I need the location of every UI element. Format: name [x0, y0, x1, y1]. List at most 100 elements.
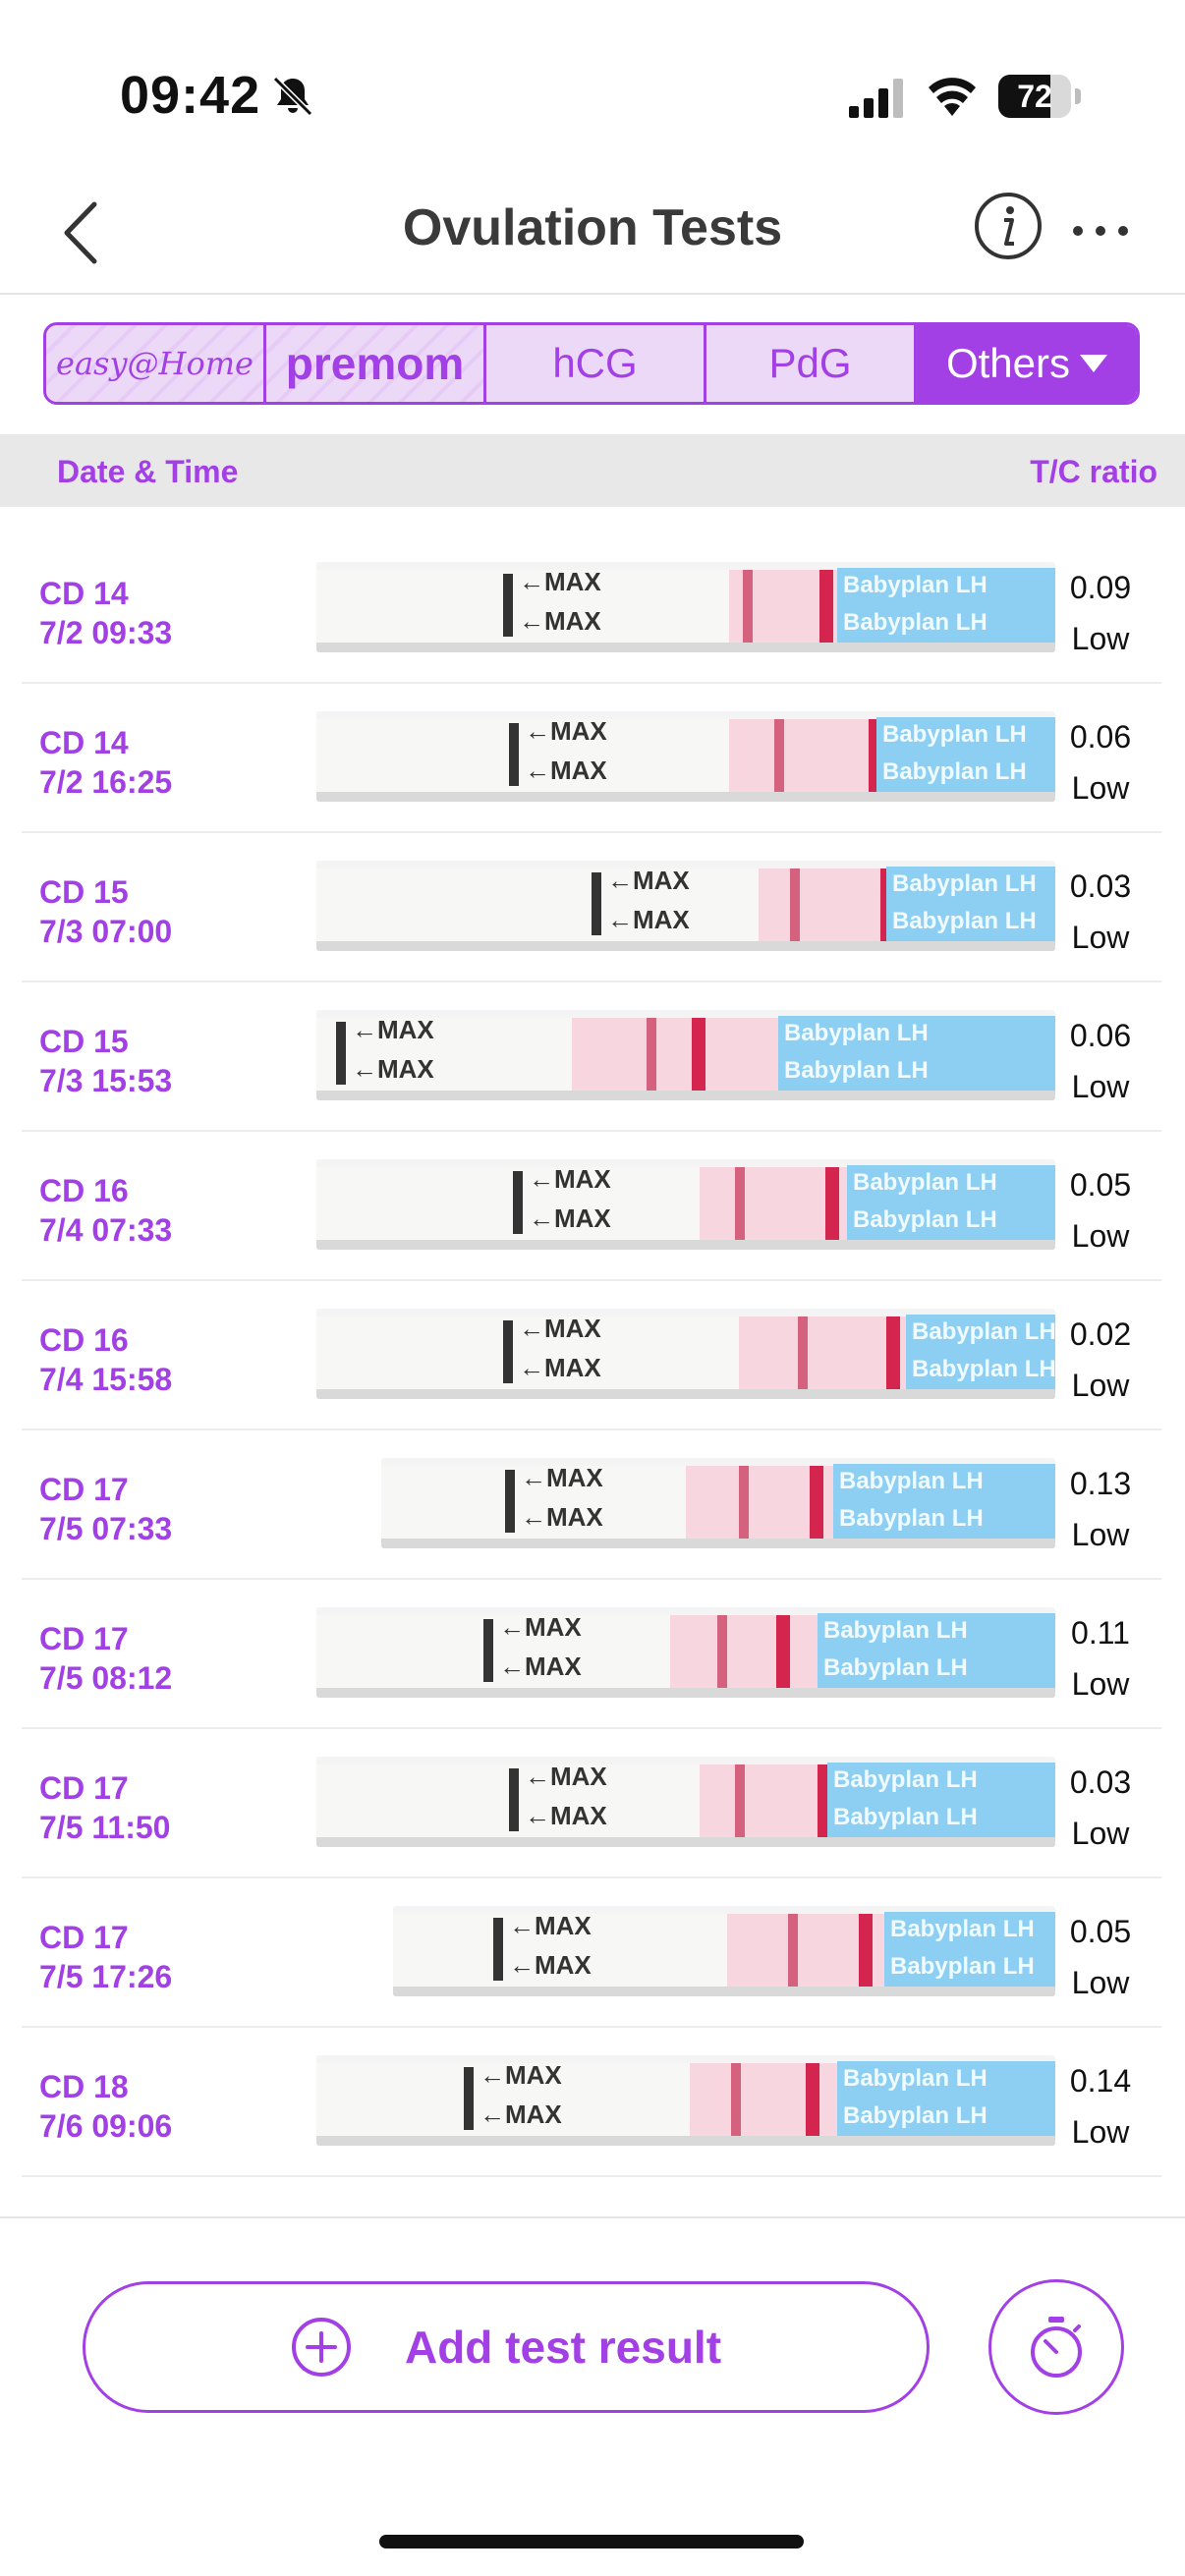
list-item[interactable]: CD 17 7/5 17:26 ←MAX ←MAX Babyplan LH Babypla…	[22, 1878, 1161, 2028]
add-test-result-label: Add test result	[404, 2322, 722, 2373]
strip-brand-label: Babyplan LH	[912, 1318, 1055, 1345]
list-item[interactable]: CD 16 7/4 07:33 ←MAX ←MAX Babyplan LH Babypla…	[22, 1132, 1161, 1281]
cycle-day-label: CD 15 7/3 07:00	[39, 872, 172, 951]
test-strip-image[interactable]: ←MAX ←MAX Babyplan LH Babyplan LH	[316, 1159, 1055, 1250]
test-datetime: 7/4 15:58	[39, 1362, 173, 1397]
strip-max-label: ←MAX	[529, 1204, 611, 1233]
strip-brand-label: Babyplan LH	[843, 609, 988, 636]
home-indicator	[379, 2535, 804, 2548]
test-strip-image[interactable]: ←MAX ←MAX Babyplan LH Babyplan LH	[381, 1458, 1055, 1548]
tc-ratio-level: Low	[1071, 770, 1130, 806]
test-list: CD 14 7/2 09:33 ←MAX ←MAX Babyplan LH Babypla…	[22, 534, 1161, 2177]
test-strip-image[interactable]: ←MAX ←MAX Babyplan LH Babyplan LH	[393, 1906, 1055, 1996]
cycle-day: CD 14	[39, 576, 129, 611]
cycle-day-label: CD 14 7/2 09:33	[39, 574, 172, 652]
tc-ratio-level: Low	[1071, 1368, 1130, 1403]
cycle-day: CD 17	[39, 1920, 129, 1955]
tc-ratio-value: 0.02	[1069, 1316, 1132, 1352]
list-item[interactable]: CD 15 7/3 07:00 ←MAX ←MAX Babyplan LH Babypla…	[22, 833, 1161, 982]
info-icon[interactable]	[973, 191, 1044, 261]
tab-easy-home[interactable]: easy@Home	[46, 325, 266, 402]
test-strip-image[interactable]: ←MAX ←MAX Babyplan LH Babyplan LH	[316, 562, 1055, 652]
tab-label: easy@Home	[56, 345, 254, 382]
list-item[interactable]: CD 17 7/5 11:50 ←MAX ←MAX Babyplan LH Babypla…	[22, 1729, 1161, 1878]
list-item[interactable]: CD 17 7/5 08:12 ←MAX ←MAX Babyplan LH Babypla…	[22, 1580, 1161, 1729]
list-item[interactable]: CD 16 7/4 15:58 ←MAX ←MAX Babyplan LH Babypla…	[22, 1281, 1161, 1430]
strip-max-label: ←MAX	[525, 756, 607, 785]
chevron-left-icon[interactable]	[55, 198, 110, 267]
list-item[interactable]: CD 14 7/2 16:25 ←MAX ←MAX Babyplan LH Babypla…	[22, 684, 1161, 833]
tc-ratio-value: 0.14	[1069, 2063, 1132, 2099]
strip-max-label: ←MAX	[519, 1353, 601, 1382]
strip-max-label: ←MAX	[525, 716, 607, 746]
brand-tabs: easy@Home premom hCG PdG Others	[43, 322, 1140, 405]
strip-brand-label: Babyplan LH	[839, 1505, 984, 1532]
tab-others[interactable]: Others	[917, 325, 1137, 402]
tc-ratio-level: Low	[1071, 1666, 1130, 1702]
cycle-day: CD 16	[39, 1173, 129, 1208]
test-strip-image[interactable]: ←MAX ←MAX Babyplan LH Babyplan LH	[316, 1309, 1055, 1399]
strip-max-label: ←MAX	[509, 1911, 592, 1940]
test-datetime: 7/5 17:26	[39, 1959, 173, 1994]
strip-brand-label: Babyplan LH	[833, 1804, 978, 1830]
strip-max-label: ←MAX	[352, 1015, 434, 1044]
tc-ratio-value: 0.06	[1069, 719, 1132, 755]
divider	[0, 2216, 1185, 2218]
strip-brand-label: Babyplan LH	[843, 2065, 988, 2092]
add-test-result-button[interactable]: Add test result	[83, 2281, 930, 2413]
timer-button[interactable]	[988, 2279, 1124, 2415]
tc-ratio: 0.09 Low	[1061, 562, 1140, 664]
strip-max-label: ←MAX	[607, 905, 690, 934]
tc-ratio: 0.02 Low	[1061, 1309, 1140, 1411]
tab-premom[interactable]: premom	[266, 325, 486, 402]
list-item[interactable]: CD 18 7/6 09:06 ←MAX ←MAX Babyplan LH Babypla…	[22, 2028, 1161, 2177]
tab-label: PdG	[768, 340, 852, 386]
tc-ratio-level: Low	[1071, 1069, 1130, 1104]
tab-pdg[interactable]: PdG	[706, 325, 917, 402]
strip-brand-label: Babyplan LH	[892, 908, 1037, 934]
tc-ratio-level: Low	[1071, 2114, 1130, 2150]
more-icon[interactable]	[1071, 224, 1130, 238]
test-datetime: 7/6 09:06	[39, 2108, 173, 2144]
wifi-icon	[929, 78, 976, 116]
test-strip-image[interactable]: ←MAX ←MAX Babyplan LH Babyplan LH	[316, 1607, 1055, 1698]
cycle-day: CD 17	[39, 1621, 129, 1656]
strip-brand-label: Babyplan LH	[892, 870, 1037, 897]
tc-ratio: 0.03 Low	[1061, 861, 1140, 963]
cycle-day: CD 18	[39, 2069, 129, 2104]
test-strip-image[interactable]: ←MAX ←MAX Babyplan LH Babyplan LH	[316, 2055, 1055, 2146]
tc-ratio: 0.05 Low	[1061, 1159, 1140, 1261]
caret-down-icon	[1080, 355, 1108, 372]
column-ratio-label: T/C ratio	[1030, 454, 1157, 489]
tc-ratio-value: 0.09	[1069, 570, 1132, 605]
cycle-day-label: CD 15 7/3 15:53	[39, 1022, 172, 1100]
strip-max-label: ←MAX	[607, 866, 690, 895]
test-strip-image[interactable]: ←MAX ←MAX Babyplan LH Babyplan LH	[316, 861, 1055, 951]
strip-max-label: ←MAX	[509, 1950, 592, 1980]
test-datetime: 7/2 16:25	[39, 764, 173, 800]
tab-hcg[interactable]: hCG	[486, 325, 706, 402]
test-strip-image[interactable]: ←MAX ←MAX Babyplan LH Babyplan LH	[316, 1757, 1055, 1847]
strip-max-label: ←MAX	[529, 1164, 611, 1194]
cycle-day-label: CD 18 7/6 09:06	[39, 2067, 172, 2146]
strip-brand-label: Babyplan LH	[823, 1617, 968, 1644]
list-item[interactable]: CD 17 7/5 07:33 ←MAX ←MAX Babyplan LH Babypla…	[22, 1430, 1161, 1580]
strip-brand-label: Babyplan LH	[784, 1020, 929, 1046]
page-title: Ovulation Tests	[402, 199, 783, 256]
strip-max-label: ←MAX	[519, 567, 601, 596]
strip-max-label: ←MAX	[525, 1801, 607, 1830]
list-item[interactable]: CD 15 7/3 15:53 ←MAX ←MAX Babyplan LH Babypla…	[22, 982, 1161, 1132]
test-datetime: 7/4 07:33	[39, 1212, 173, 1248]
status-time: 09:42	[120, 66, 261, 125]
test-strip-image[interactable]: ←MAX ←MAX Babyplan LH Babyplan LH	[316, 1010, 1055, 1100]
strip-brand-label: Babyplan LH	[882, 721, 1027, 748]
cycle-day-label: CD 14 7/2 16:25	[39, 723, 172, 802]
tc-ratio: 0.03 Low	[1061, 1757, 1140, 1859]
tc-ratio: 0.11 Low	[1061, 1607, 1140, 1709]
tc-ratio-level: Low	[1071, 1816, 1130, 1851]
strip-max-label: ←MAX	[525, 1762, 607, 1791]
battery-icon: 72	[998, 75, 1081, 118]
test-strip-image[interactable]: ←MAX ←MAX Babyplan LH Babyplan LH	[316, 711, 1055, 802]
cycle-day-label: CD 17 7/5 17:26	[39, 1918, 172, 1996]
list-item[interactable]: CD 14 7/2 09:33 ←MAX ←MAX Babyplan LH Babypla…	[22, 534, 1161, 684]
